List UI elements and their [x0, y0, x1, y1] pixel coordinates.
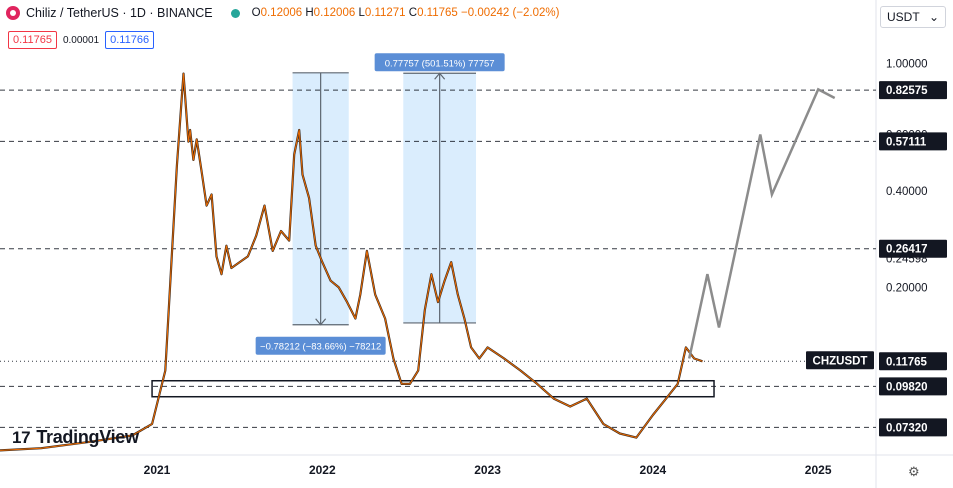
price-level-tag: 0.57111 [886, 136, 927, 148]
buy-price[interactable]: 0.11766 [105, 31, 155, 49]
price-level-tag: 0.09820 [886, 381, 928, 393]
x-tick-label: 2021 [144, 463, 171, 477]
price-level-tag: 0.24598 [886, 254, 928, 266]
brand-name: TradingView [36, 427, 139, 447]
measure-label-bg-2 [374, 53, 505, 72]
support-zone [151, 379, 715, 398]
ticker-tag-bg [806, 351, 874, 370]
chiliz-logo-icon [6, 6, 20, 20]
projection-line [687, 87, 836, 359]
x-tick-label: 2024 [640, 463, 667, 477]
measure-label-bg-1 [255, 336, 386, 355]
measure-label-1: −0.78212 (−83.66%) −78212 [260, 342, 381, 353]
measure-label-2: 0.77757 (501.51%) 77757 [385, 58, 495, 69]
y-tick-label: 0.40000 [886, 186, 928, 198]
x-tick-label: 2023 [474, 463, 501, 477]
chart-header: Chiliz / TetherUS · 1D · BINANCE O0.1200… [6, 6, 559, 20]
gear-icon[interactable]: ⚙ [908, 464, 920, 479]
ticker-tag: CHZUSDT [813, 355, 868, 367]
price-series [0, 72, 703, 452]
quote-row: 0.11765 0.00001 0.11766 [8, 31, 155, 49]
market-status-icon [230, 8, 240, 18]
time-axis: 2021 2022 2023 2024 2025 [144, 463, 832, 477]
price-level-tag-bg [879, 377, 947, 396]
support-zone-rect [151, 379, 715, 398]
currency-select[interactable]: USDT ⌄ [880, 6, 946, 28]
projection-path [687, 87, 836, 359]
price-level-tag: 0.07320 [886, 422, 928, 434]
ohlc-values: O0.12006 H0.12006 L0.11271 C0.11765 −0.0… [251, 7, 560, 19]
tradingview-logo-icon: 17 [12, 427, 31, 447]
symbol-title[interactable]: Chiliz / TetherUS · 1D · BINANCE [26, 6, 213, 20]
tradingview-logo[interactable]: 17 TradingView [12, 427, 139, 448]
spread-value: 0.00001 [62, 34, 100, 46]
price-level-tag-bg [879, 132, 947, 151]
price-level-tag: 0.26417 [886, 244, 928, 256]
price-line [0, 73, 703, 451]
measure-range-arrowhead-2 [434, 72, 446, 80]
x-tick-label: 2022 [309, 463, 336, 477]
measure-ranges: −0.78212 (−83.66%) −78212 0.77757 (501.51… [255, 53, 505, 355]
price-level-tag-bg [879, 352, 947, 371]
y-tick-label: 1.00000 [886, 58, 928, 70]
price-level-tag-bg [879, 418, 947, 437]
chevron-down-icon: ⌄ [928, 10, 939, 24]
price-level-tag: 0.11765 [886, 356, 928, 368]
sell-price[interactable]: 0.11765 [8, 31, 57, 49]
x-tick-label: 2025 [805, 463, 832, 477]
currency-value: USDT [887, 10, 920, 24]
y-tick-label: 0.20000 [886, 282, 928, 294]
measure-range-arrowhead-1 [315, 318, 327, 326]
price-level-tag: 0.82575 [886, 85, 928, 97]
price-level-tag-bg [879, 239, 947, 258]
price-level-tag-bg [879, 81, 947, 100]
